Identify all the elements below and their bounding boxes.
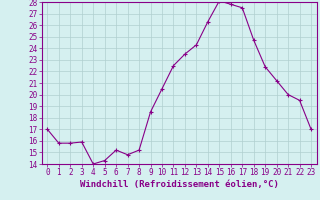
X-axis label: Windchill (Refroidissement éolien,°C): Windchill (Refroidissement éolien,°C) (80, 180, 279, 189)
